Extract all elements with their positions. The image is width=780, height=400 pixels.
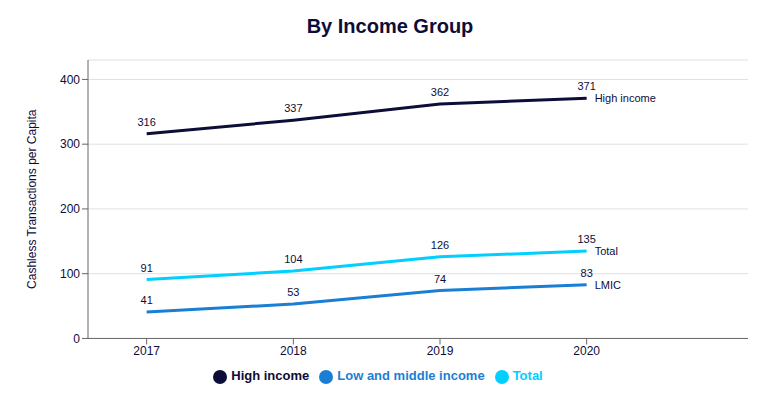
svg-text:316: 316 — [137, 116, 155, 128]
svg-text:2017: 2017 — [133, 344, 160, 358]
svg-text:126: 126 — [431, 239, 449, 251]
svg-text:2020: 2020 — [573, 344, 600, 358]
svg-text:362: 362 — [431, 86, 449, 98]
svg-text:Total: Total — [595, 245, 618, 257]
svg-text:41: 41 — [141, 294, 153, 306]
html-text:Low and middle income: Low and middle income — [337, 368, 485, 384]
svg-text:0: 0 — [73, 332, 80, 346]
svg-text:LMIC: LMIC — [595, 279, 621, 291]
svg-text:2019: 2019 — [427, 344, 454, 358]
svg-text:337: 337 — [284, 102, 302, 114]
svg-text:200: 200 — [60, 202, 80, 216]
svg-text:300: 300 — [60, 137, 80, 151]
svg-text:53: 53 — [287, 286, 299, 298]
svg-text:104: 104 — [284, 253, 302, 265]
html-text:High income: High income — [231, 368, 310, 384]
html-text:By Income Group: By Income Group — [306, 15, 474, 37]
svg-text:High income: High income — [595, 92, 656, 104]
svg-text:100: 100 — [60, 267, 80, 281]
svg-text:91: 91 — [141, 262, 153, 274]
svg-text:83: 83 — [581, 267, 593, 279]
svg-text:Cashless Transactions per Capi: Cashless Transactions per Capita — [25, 109, 39, 289]
svg-text:74: 74 — [434, 273, 446, 285]
svg-text:2018: 2018 — [280, 344, 307, 358]
html-text:Total: Total — [512, 368, 543, 384]
svg-text:135: 135 — [577, 233, 595, 245]
svg-text:371: 371 — [577, 80, 595, 92]
svg-text:400: 400 — [60, 73, 80, 87]
